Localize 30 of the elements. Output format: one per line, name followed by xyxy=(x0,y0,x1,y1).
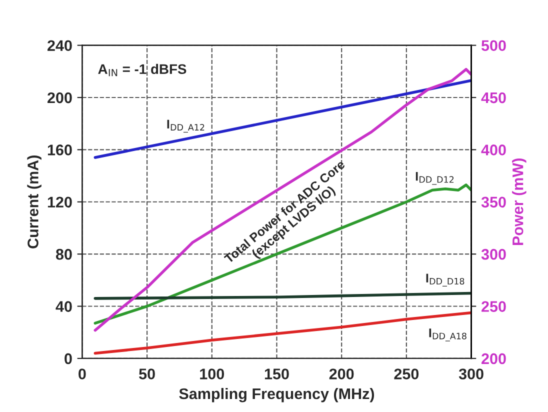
y-tick-label: 160 xyxy=(48,144,72,156)
y2-tick-label: 400 xyxy=(481,144,506,156)
series-label: I$_{DD_D18}$ xyxy=(426,274,464,286)
y-tick-label: 80 xyxy=(56,248,72,260)
y2-tick-label: 350 xyxy=(481,196,506,208)
y2-axis-title: Power (mW) xyxy=(512,158,526,245)
y2-tick-label: 500 xyxy=(481,40,506,52)
y-tick-label: 200 xyxy=(48,92,72,104)
x-axis-title: Sampling Frequency (MHz) xyxy=(179,388,374,402)
series-label: I$_{DD_D12}$ xyxy=(416,172,454,185)
x-tick-label: 250 xyxy=(394,368,419,380)
annotation: A$_{IN}$ = -1 dBFS xyxy=(98,64,186,76)
y-tick-label: 240 xyxy=(48,40,72,52)
x-tick-label: 100 xyxy=(200,368,224,380)
x-tick-label: 50 xyxy=(139,368,155,380)
y2-tick-label: 200 xyxy=(482,353,506,364)
x-tick-label: 0 xyxy=(78,368,86,380)
y2-tick-label: 450 xyxy=(481,92,506,104)
y2-tick-label: 300 xyxy=(481,248,506,260)
y-tick-label: 0 xyxy=(64,353,72,364)
line-series xyxy=(94,311,472,355)
y-axis-title: Current (mA) xyxy=(27,156,42,248)
y2-tick-label: 250 xyxy=(482,301,506,312)
x-tick-label: 200 xyxy=(329,368,354,380)
y-tick-label: 40 xyxy=(56,301,72,312)
y-tick-label: 120 xyxy=(48,196,72,208)
x-tick-label: 300 xyxy=(458,368,484,380)
series-label: I$_{DD_A12}$ xyxy=(167,120,204,133)
x-tick-label: 150 xyxy=(264,368,289,380)
series-label: I$_{DD_A18}$ xyxy=(429,328,466,342)
